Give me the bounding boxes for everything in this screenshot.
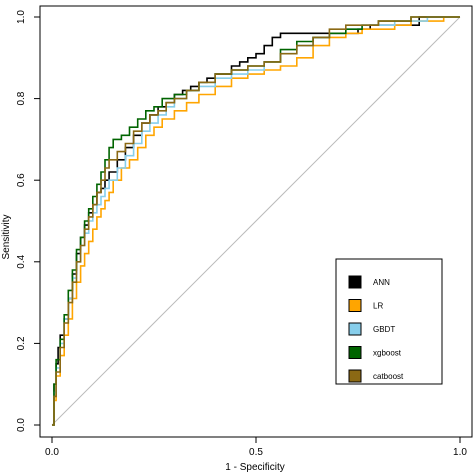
legend: ANN LR GBDT xgboost catboost [335,258,443,385]
series-line-catboost [52,16,460,426]
x-tick-label: 0.5 [249,447,263,458]
legend-label-xgboost: xgboost [373,349,402,358]
x-axis-label: 1 - Specificity [225,462,284,473]
legend-swatch-gbdt [348,322,362,336]
legend-label-catboost: catboost [373,372,404,381]
legend-label-lr: LR [373,302,383,311]
x-tick-label: 1.0 [453,447,467,458]
legend-swatch-lr [348,299,362,312]
series-layer [52,16,460,426]
legend-swatch-ann [348,275,362,289]
axes-layer: 0.0 0.5 1.0 0.0 0.2 0.4 0.6 0.8 1.0 [16,10,467,458]
y-tick-label: 0.0 [16,418,27,432]
y-tick-label: 1.0 [16,10,27,24]
y-tick-label: 0.6 [16,173,27,187]
y-tick-label: 0.8 [16,91,27,105]
y-tick-label: 0.2 [16,336,27,350]
y-axis-label: Sensitivity [1,214,12,259]
legend-swatch-xgboost [348,346,362,359]
legend-label-gbdt: GBDT [373,325,395,334]
legend-swatch-catboost [348,369,362,383]
reference-line-layer [51,16,461,426]
legend-label-ann: ANN [373,278,390,287]
reference-diagonal-line [51,16,461,426]
series-line-lr [52,16,460,426]
y-tick-label: 0.4 [16,254,27,268]
x-tick-label: 0.0 [45,447,59,458]
